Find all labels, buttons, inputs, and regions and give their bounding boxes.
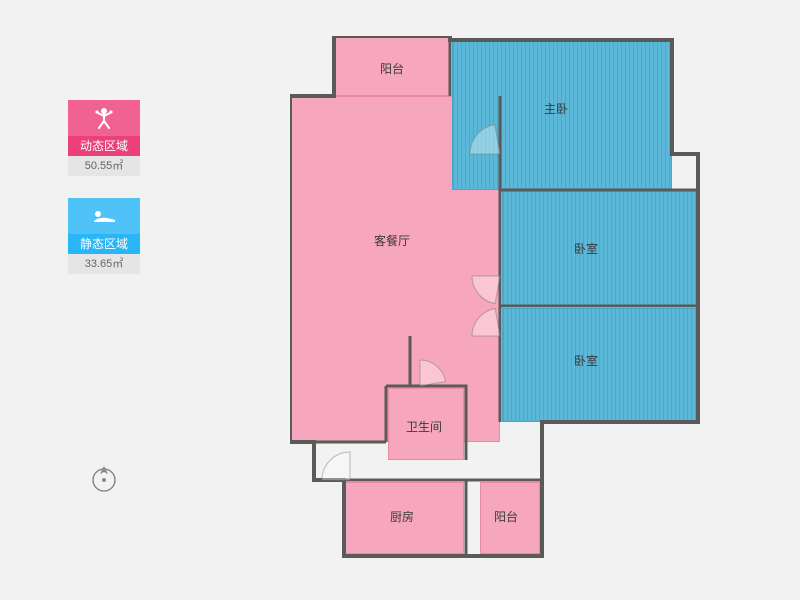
room-balcony-bottom [480,482,540,554]
legend: 动态区域 50.55㎡ 静态区域 33.65㎡ [68,100,140,296]
legend-value-static: 33.65㎡ [68,254,140,274]
person-active-icon [68,100,140,136]
legend-item-static: 静态区域 33.65㎡ [68,198,140,274]
legend-item-dynamic: 动态区域 50.55㎡ [68,100,140,176]
person-rest-icon [68,198,140,234]
room-bedroom-1 [502,190,698,306]
room-bedroom-2 [502,308,698,422]
legend-label-dynamic: 动态区域 [68,136,140,156]
room-kitchen [344,482,464,554]
room-master-bedroom [452,40,672,190]
room-bathroom [388,388,464,460]
floorplan: 阳台客餐厅主卧卧室卧室卫生间厨房阳台 [290,36,700,564]
compass-icon [88,462,120,494]
legend-value-dynamic: 50.55㎡ [68,156,140,176]
legend-label-static: 静态区域 [68,234,140,254]
room-balcony-top [334,36,450,96]
